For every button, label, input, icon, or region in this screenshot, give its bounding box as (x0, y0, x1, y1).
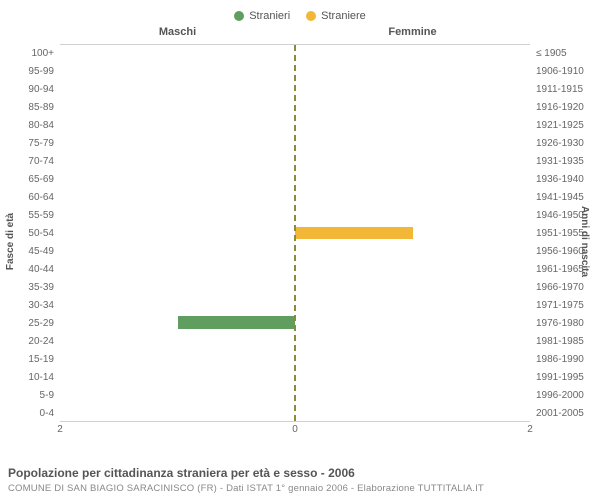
x-tick: 0 (292, 424, 298, 435)
x-tick: 2 (57, 424, 63, 435)
population-pyramid-chart: Maschi Femmine 100+95-9990-9485-8980-847… (0, 26, 600, 446)
y-tick-age: 30-34 (0, 296, 58, 314)
legend-item-male: Stranieri (234, 10, 290, 22)
y-tick-birth: 1986-1990 (532, 350, 600, 368)
y-tick-age: 80-84 (0, 116, 58, 134)
y-tick-age: 90-94 (0, 80, 58, 98)
legend-swatch-male (234, 11, 244, 21)
bar-female (295, 227, 413, 240)
legend-item-female: Straniere (306, 10, 366, 22)
y-tick-age: 15-19 (0, 350, 58, 368)
y-tick-age: 60-64 (0, 188, 58, 206)
legend-label-female: Straniere (321, 10, 366, 22)
y-tick-age: 20-24 (0, 332, 58, 350)
y-tick-birth: 1911-1915 (532, 80, 600, 98)
column-titles: Maschi Femmine (60, 26, 530, 44)
y-tick-birth: 1971-1975 (532, 296, 600, 314)
col-title-female: Femmine (295, 26, 530, 44)
chart-title: Popolazione per cittadinanza straniera p… (8, 466, 592, 480)
y-tick-age: 35-39 (0, 278, 58, 296)
y-tick-birth: 1976-1980 (532, 314, 600, 332)
bar-male (178, 316, 296, 329)
y-tick-age: 85-89 (0, 98, 58, 116)
x-tick: 2 (527, 424, 533, 435)
y-tick-birth: 1981-1985 (532, 332, 600, 350)
y-tick-birth: 1906-1910 (532, 62, 600, 80)
legend-swatch-female (306, 11, 316, 21)
y-tick-birth: 1931-1935 (532, 152, 600, 170)
chart-footer: Popolazione per cittadinanza straniera p… (8, 466, 592, 494)
y-axis-label-birth: Anni di nascita (579, 206, 590, 277)
y-tick-age: 65-69 (0, 170, 58, 188)
y-tick-birth: 1941-1945 (532, 188, 600, 206)
x-axis: 2 0 2 (60, 424, 530, 440)
legend-label-male: Stranieri (249, 10, 290, 22)
chart-subtitle: COMUNE DI SAN BIAGIO SARACINISCO (FR) - … (8, 483, 592, 494)
y-tick-birth: ≤ 1905 (532, 44, 600, 62)
y-tick-age: 5-9 (0, 386, 58, 404)
y-tick-age: 75-79 (0, 134, 58, 152)
y-tick-age: 0-4 (0, 404, 58, 422)
y-tick-birth: 2001-2005 (532, 404, 600, 422)
y-tick-birth: 1921-1925 (532, 116, 600, 134)
col-title-male: Maschi (60, 26, 295, 44)
y-tick-birth: 1966-1970 (532, 278, 600, 296)
y-tick-age: 100+ (0, 44, 58, 62)
legend: Stranieri Straniere (0, 0, 600, 26)
y-tick-birth: 1991-1995 (532, 368, 600, 386)
center-axis-line (294, 45, 296, 421)
plot-area (60, 44, 530, 422)
y-tick-birth: 1926-1930 (532, 134, 600, 152)
y-tick-birth: 1936-1940 (532, 170, 600, 188)
y-tick-birth: 1916-1920 (532, 98, 600, 116)
y-tick-age: 10-14 (0, 368, 58, 386)
y-tick-age: 95-99 (0, 62, 58, 80)
y-axis-label-age: Fasce di età (5, 213, 16, 270)
y-tick-birth: 1996-2000 (532, 386, 600, 404)
y-tick-age: 25-29 (0, 314, 58, 332)
y-tick-age: 70-74 (0, 152, 58, 170)
